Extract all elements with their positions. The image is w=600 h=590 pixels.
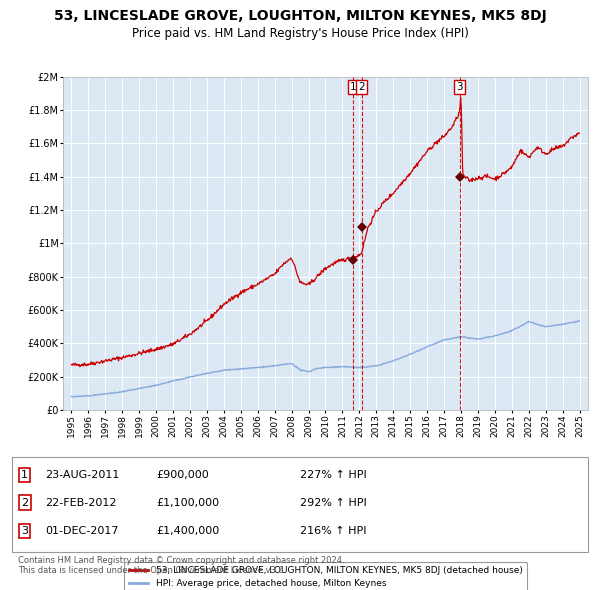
Text: 1: 1 — [21, 470, 28, 480]
Text: £1,100,000: £1,100,000 — [156, 498, 219, 507]
Text: 3: 3 — [457, 81, 463, 91]
Text: 53, LINCESLADE GROVE, LOUGHTON, MILTON KEYNES, MK5 8DJ: 53, LINCESLADE GROVE, LOUGHTON, MILTON K… — [53, 9, 547, 23]
Text: £1,400,000: £1,400,000 — [156, 526, 219, 536]
Text: 3: 3 — [21, 526, 28, 536]
Text: Price paid vs. HM Land Registry's House Price Index (HPI): Price paid vs. HM Land Registry's House … — [131, 27, 469, 40]
Text: 01-DEC-2017: 01-DEC-2017 — [45, 526, 119, 536]
Text: Contains HM Land Registry data © Crown copyright and database right 2024.
This d: Contains HM Land Registry data © Crown c… — [18, 556, 344, 575]
Legend: 53, LINCESLADE GROVE, LOUGHTON, MILTON KEYNES, MK5 8DJ (detached house), HPI: Av: 53, LINCESLADE GROVE, LOUGHTON, MILTON K… — [124, 562, 527, 590]
Text: 227% ↑ HPI: 227% ↑ HPI — [300, 470, 367, 480]
Text: 2: 2 — [358, 81, 365, 91]
Text: £900,000: £900,000 — [156, 470, 209, 480]
Text: 292% ↑ HPI: 292% ↑ HPI — [300, 498, 367, 507]
Text: 2: 2 — [21, 498, 28, 507]
Text: 22-FEB-2012: 22-FEB-2012 — [45, 498, 116, 507]
Text: 23-AUG-2011: 23-AUG-2011 — [45, 470, 119, 480]
Text: 216% ↑ HPI: 216% ↑ HPI — [300, 526, 367, 536]
Text: 1: 1 — [350, 81, 356, 91]
